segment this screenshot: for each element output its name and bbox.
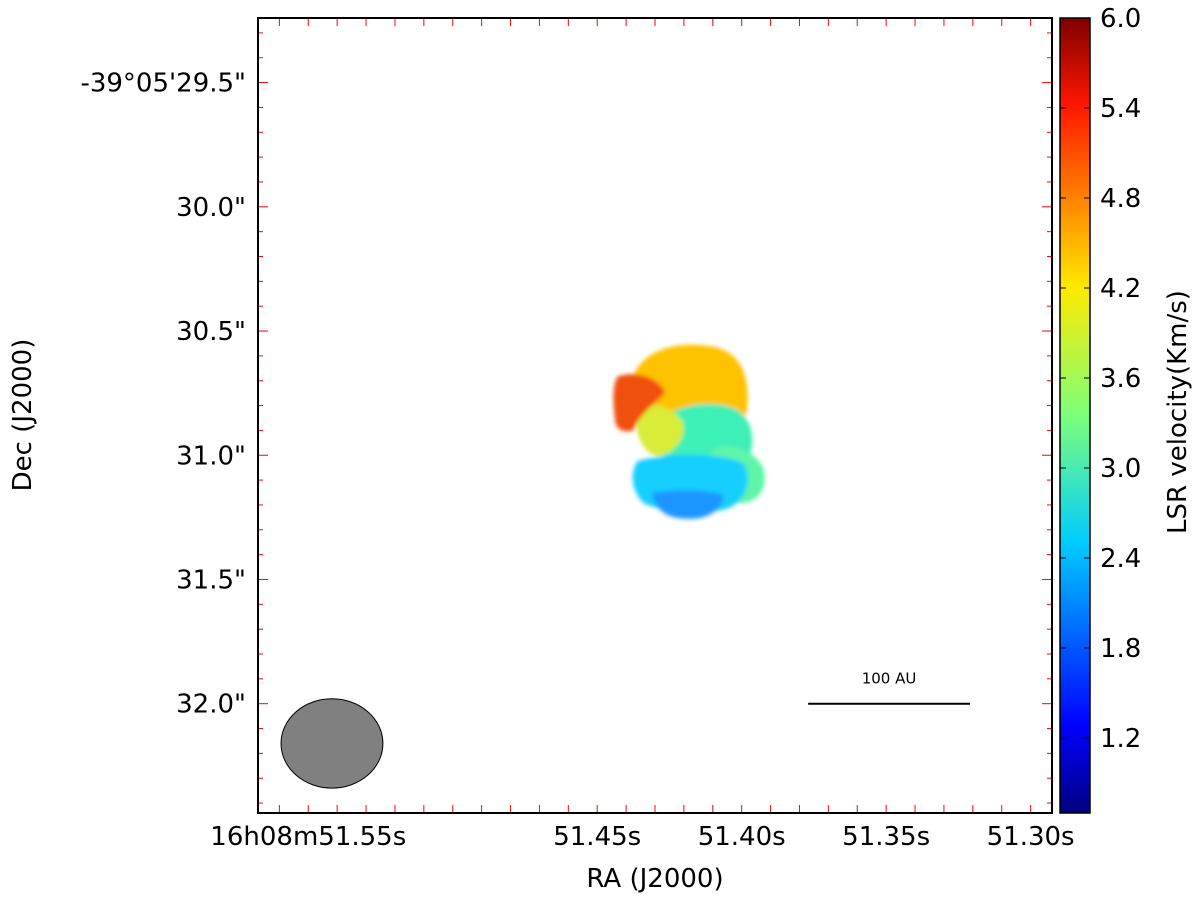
- colorbar-tick-label: 4.2: [1100, 274, 1141, 304]
- colorbar-tick-label: 4.8: [1100, 184, 1141, 214]
- y-tick-label: 30.0": [176, 193, 246, 223]
- y-tick-labels: -39°05'29.5" 30.0" 30.5" 31.0" 31.5" 32.0": [80, 69, 246, 720]
- colorbar-tick-label: 1.2: [1100, 724, 1141, 754]
- velocity-region-northeast: [613, 374, 666, 432]
- beam-ellipse: [280, 698, 384, 789]
- colorbar-ticks: 1.2 1.8 2.4 3.0 3.6 4.2 4.8 5.4 6.0: [1060, 4, 1141, 754]
- colorbar-tick-label: 5.4: [1100, 94, 1141, 124]
- x-axis-label: RA (J2000): [586, 864, 723, 894]
- colorbar: [1059, 17, 1091, 814]
- colorbar-tick-label: 2.4: [1100, 544, 1141, 574]
- x-tick-label: 51.30s: [987, 822, 1075, 852]
- colorbar-tick-label: 6.0: [1100, 4, 1141, 34]
- x-tick-label: 51.45s: [553, 822, 641, 852]
- x-tick-label: 16h08m51.55s: [210, 822, 406, 852]
- colorbar-tick-label: 3.6: [1100, 364, 1141, 394]
- scale-bar-label: 100 AU: [862, 670, 917, 688]
- y-tick-label: -39°05'29.5": [80, 69, 246, 99]
- colorbar-tick-label: 3.0: [1100, 454, 1141, 484]
- y-tick-label: 30.5": [176, 317, 246, 347]
- y-tick-label: 31.5": [176, 565, 246, 595]
- y-axis-label: Dec (J2000): [8, 339, 38, 492]
- colorbar-label: LSR velocity(Km/s): [1163, 290, 1193, 534]
- velocity-region-south-edge: [651, 490, 724, 519]
- x-tick-labels: 16h08m51.55s 51.45s 51.40s 51.35s 51.30s: [210, 822, 1074, 852]
- velocity-region-east: [636, 405, 684, 457]
- y-tick-label: 32.0": [176, 690, 246, 720]
- plot-frame: [257, 17, 1053, 814]
- velocity-map: [613, 344, 765, 519]
- y-tick-label: 31.0": [176, 441, 246, 471]
- x-tick-label: 51.40s: [698, 822, 786, 852]
- x-tick-label: 51.35s: [842, 822, 930, 852]
- colorbar-tick-label: 1.8: [1100, 634, 1141, 664]
